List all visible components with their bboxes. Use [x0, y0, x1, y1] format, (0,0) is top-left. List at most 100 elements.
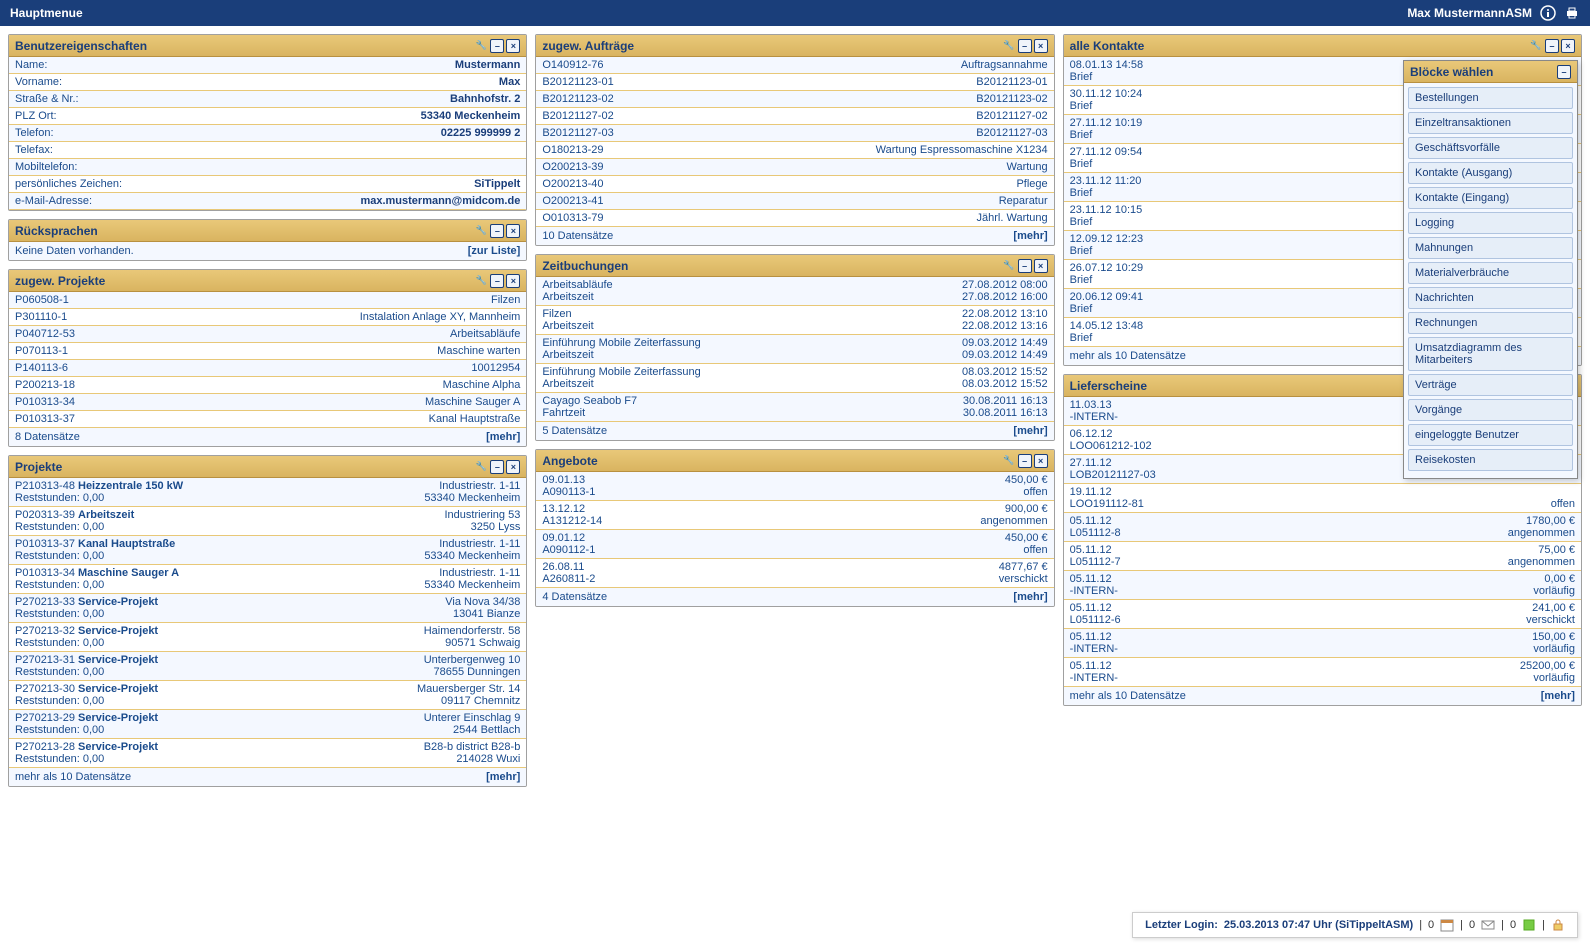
minimize-icon[interactable]: –: [1018, 39, 1032, 53]
list-item[interactable]: O200213-39Wartung: [536, 159, 1053, 176]
tasks-icon[interactable]: [1522, 918, 1536, 932]
wrench-icon[interactable]: 🔧: [474, 274, 488, 288]
close-icon[interactable]: ×: [506, 274, 520, 288]
block-option[interactable]: Vorgänge: [1408, 399, 1573, 421]
list-item[interactable]: P270213-30 Service-ProjektMauersberger S…: [9, 681, 526, 710]
list-item[interactable]: P020313-39 ArbeitszeitIndustriering 53Re…: [9, 507, 526, 536]
project-rest: Reststunden: 0,00: [15, 724, 104, 736]
block-option[interactable]: Rechnungen: [1408, 312, 1573, 334]
block-option[interactable]: Kontakte (Ausgang): [1408, 162, 1573, 184]
wrench-icon[interactable]: 🔧: [474, 39, 488, 53]
list-item[interactable]: P301110-1Instalation Anlage XY, Mannheim: [9, 309, 526, 326]
list-item[interactable]: 05.11.1225200,00 €-INTERN-vorläufig: [1064, 658, 1581, 687]
list-item[interactable]: 05.11.12241,00 €L051112-6verschickt: [1064, 600, 1581, 629]
block-option[interactable]: Reisekosten: [1408, 449, 1573, 471]
block-option[interactable]: Verträge: [1408, 374, 1573, 396]
list-item[interactable]: P040712-53Arbeitsabläufe: [9, 326, 526, 343]
print-icon[interactable]: [1564, 5, 1580, 21]
sep: |: [1542, 919, 1545, 931]
wrench-icon[interactable]: 🔧: [1002, 39, 1016, 53]
mehr-link[interactable]: [mehr]: [1013, 425, 1047, 437]
list-item[interactable]: Cayago Seabob F730.08.2011 16:13Fahrtzei…: [536, 393, 1053, 422]
block-option[interactable]: Nachrichten: [1408, 287, 1573, 309]
close-icon[interactable]: ×: [1561, 39, 1575, 53]
list-item[interactable]: Arbeitsabläufe27.08.2012 08:00Arbeitszei…: [536, 277, 1053, 306]
link-zur-liste[interactable]: [zur Liste]: [468, 245, 521, 257]
minimize-icon[interactable]: –: [1018, 259, 1032, 273]
list-item[interactable]: 05.11.12150,00 €-INTERN-vorläufig: [1064, 629, 1581, 658]
wrench-icon[interactable]: 🔧: [1529, 39, 1543, 53]
mehr-link[interactable]: [mehr]: [1013, 591, 1047, 603]
block-option[interactable]: Bestellungen: [1408, 87, 1573, 109]
list-item[interactable]: 05.11.121780,00 €L051112-8angenommen: [1064, 513, 1581, 542]
info-icon[interactable]: [1540, 5, 1556, 21]
list-item[interactable]: P140113-610012954: [9, 360, 526, 377]
list-item[interactable]: B20121127-03B20121127-03: [536, 125, 1053, 142]
block-option[interactable]: Mahnungen: [1408, 237, 1573, 259]
minimize-icon[interactable]: –: [1545, 39, 1559, 53]
list-item[interactable]: 19.11.12LOO191112-81offen: [1064, 484, 1581, 513]
list-item[interactable]: Filzen22.08.2012 13:10Arbeitszeit22.08.2…: [536, 306, 1053, 335]
block-option[interactable]: Materialverbräuche: [1408, 262, 1573, 284]
lock-icon[interactable]: [1551, 918, 1565, 932]
list-item[interactable]: O010313-79Jährl. Wartung: [536, 210, 1053, 227]
list-item[interactable]: 05.11.120,00 €-INTERN-vorläufig: [1064, 571, 1581, 600]
block-option[interactable]: Geschäftsvorfälle: [1408, 137, 1573, 159]
list-item[interactable]: P270213-28 Service-ProjektB28-b district…: [9, 739, 526, 768]
mail-icon[interactable]: [1481, 918, 1495, 932]
list-item[interactable]: P270213-32 Service-ProjektHaimendorferst…: [9, 623, 526, 652]
close-icon[interactable]: ×: [1034, 39, 1048, 53]
item-l1: 14.05.12 13:48: [1070, 320, 1143, 332]
list-item[interactable]: P200213-18Maschine Alpha: [9, 377, 526, 394]
list-item[interactable]: P210313-48 Heizzentrale 150 kWIndustries…: [9, 478, 526, 507]
mehr-link[interactable]: [mehr]: [486, 771, 520, 783]
close-icon[interactable]: ×: [1034, 259, 1048, 273]
block-option[interactable]: eingeloggte Benutzer: [1408, 424, 1573, 446]
list-item[interactable]: P010313-37Kanal Hauptstraße: [9, 411, 526, 428]
list-item[interactable]: P270213-33 Service-ProjektVia Nova 34/38…: [9, 594, 526, 623]
mehr-link[interactable]: [mehr]: [1541, 690, 1575, 702]
minimize-icon[interactable]: –: [1018, 454, 1032, 468]
block-option[interactable]: Umsatzdiagramm des Mitarbeiters: [1408, 337, 1573, 371]
list-item[interactable]: O200213-41Reparatur: [536, 193, 1053, 210]
list-item[interactable]: P060508-1Filzen: [9, 292, 526, 309]
minimize-icon[interactable]: –: [490, 274, 504, 288]
list-item[interactable]: P010313-34Maschine Sauger A: [9, 394, 526, 411]
list-item[interactable]: 05.11.1275,00 €L051112-7angenommen: [1064, 542, 1581, 571]
minimize-icon[interactable]: –: [1557, 65, 1571, 79]
mehr-link[interactable]: [mehr]: [1013, 230, 1047, 242]
list-item[interactable]: O200213-40Pflege: [536, 176, 1053, 193]
wrench-icon[interactable]: 🔧: [474, 460, 488, 474]
block-option[interactable]: Einzeltransaktionen: [1408, 112, 1573, 134]
close-icon[interactable]: ×: [506, 224, 520, 238]
wrench-icon[interactable]: 🔧: [1002, 259, 1016, 273]
wrench-icon[interactable]: 🔧: [474, 224, 488, 238]
minimize-icon[interactable]: –: [490, 460, 504, 474]
list-item[interactable]: Einführung Mobile Zeiterfassung08.03.201…: [536, 364, 1053, 393]
list-item[interactable]: 13.12.12900,00 €A131212-14angenommen: [536, 501, 1053, 530]
calendar-icon[interactable]: [1440, 918, 1454, 932]
list-item[interactable]: P010313-37 Kanal HauptstraßeIndustriestr…: [9, 536, 526, 565]
list-item[interactable]: B20121123-01B20121123-01: [536, 74, 1053, 91]
wrench-icon[interactable]: 🔧: [1002, 454, 1016, 468]
minimize-icon[interactable]: –: [490, 39, 504, 53]
list-item[interactable]: P270213-31 Service-ProjektUnterbergenweg…: [9, 652, 526, 681]
minimize-icon[interactable]: –: [490, 224, 504, 238]
list-item[interactable]: 26.08.114877,67 €A260811-2verschickt: [536, 559, 1053, 588]
list-item[interactable]: 09.01.13450,00 €A090113-1offen: [536, 472, 1053, 501]
list-item[interactable]: B20121127-02B20121127-02: [536, 108, 1053, 125]
list-item[interactable]: 09.01.12450,00 €A090112-1offen: [536, 530, 1053, 559]
list-item[interactable]: B20121123-02B20121123-02: [536, 91, 1053, 108]
block-option[interactable]: Logging: [1408, 212, 1573, 234]
list-item[interactable]: O140912-76Auftragsannahme: [536, 57, 1053, 74]
close-icon[interactable]: ×: [506, 39, 520, 53]
list-item[interactable]: P010313-34 Maschine Sauger AIndustriestr…: [9, 565, 526, 594]
close-icon[interactable]: ×: [1034, 454, 1048, 468]
list-item[interactable]: P070113-1Maschine warten: [9, 343, 526, 360]
close-icon[interactable]: ×: [506, 460, 520, 474]
list-item[interactable]: P270213-29 Service-ProjektUnterer Einsch…: [9, 710, 526, 739]
mehr-link[interactable]: [mehr]: [486, 431, 520, 443]
list-item[interactable]: Einführung Mobile Zeiterfassung09.03.201…: [536, 335, 1053, 364]
block-option[interactable]: Kontakte (Eingang): [1408, 187, 1573, 209]
list-item[interactable]: O180213-29Wartung Espressomaschine X1234: [536, 142, 1053, 159]
